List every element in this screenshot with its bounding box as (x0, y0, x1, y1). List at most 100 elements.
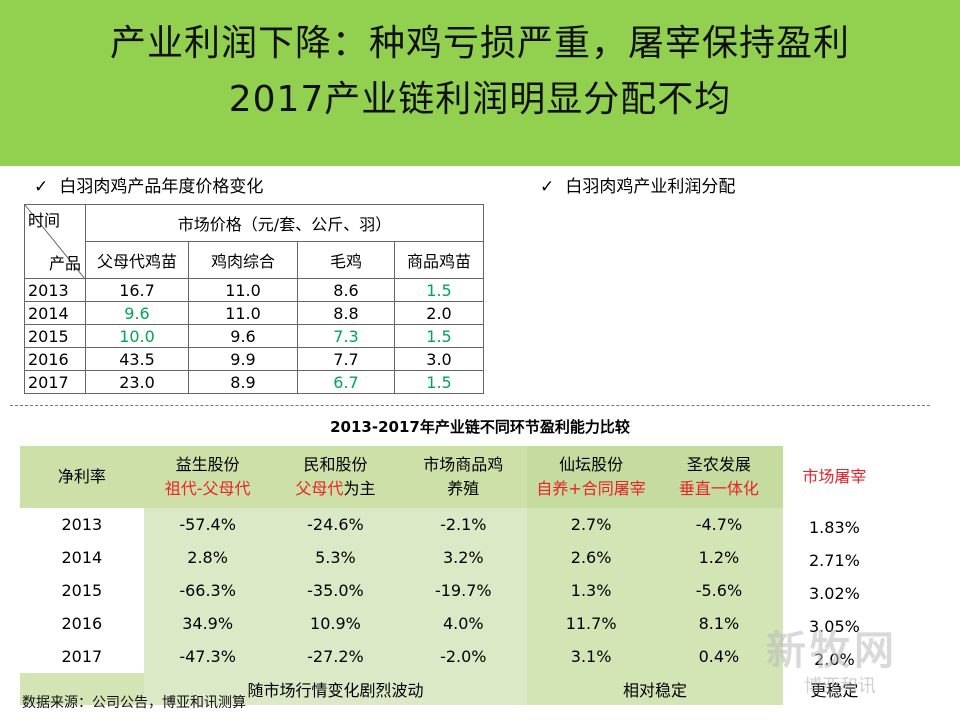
watermark-logo: 新牧网 博亚和讯 (760, 618, 940, 704)
margin-row: 2016 34.9% 10.9% 4.0% 11.7% 8.1% 3.05% (20, 607, 886, 640)
margin-cell: 2.7% (527, 508, 656, 541)
price-row: 2013 16.7 11.0 8.6 1.5 (24, 278, 484, 302)
margin-cell: 2.8% (143, 541, 272, 574)
watermark-sub: 博亚和讯 (804, 676, 876, 697)
price-cell: 43.5 (85, 347, 189, 371)
company-header: 市场商品鸡 养殖 (399, 446, 528, 508)
margin-cell: 1.2% (655, 541, 783, 574)
price-year: 2013 (24, 278, 86, 302)
company-name: 仙坛股份 (559, 455, 624, 474)
margin-cell: 0.4% (655, 640, 783, 673)
margin-row: 2017 -47.3% -27.2% -2.0% 3.1% 0.4% 2.0% (20, 640, 886, 673)
note-stable: 相对稳定 (527, 673, 783, 705)
note-empty (20, 673, 144, 705)
margin-cell: -57.4% (143, 508, 272, 541)
margin-cell: -66.3% (143, 574, 272, 607)
price-cell: 8.9 (188, 370, 298, 394)
price-cell: 7.3 (297, 324, 395, 348)
price-group-header: 市场价格（元/套、公斤、羽） (85, 204, 484, 242)
company-model: 父母代为主 (272, 477, 400, 501)
price-row: 2017 23.0 8.9 6.7 1.5 (24, 370, 484, 394)
price-col-header: 鸡肉综合 (188, 241, 298, 279)
slide-title-line1: 产业利润下降：种鸡亏损严重，屠宰保持盈利 (109, 23, 850, 64)
slide-title-line2: 2017产业链利润明显分配不均 (228, 79, 732, 120)
price-cell: 11.0 (188, 301, 298, 325)
check-icon: ✓ (34, 177, 49, 197)
note-more-stable: 更稳定 (782, 673, 886, 705)
price-table-corner: 时间 产品 (24, 204, 86, 279)
margin-cell: 8.1% (655, 607, 783, 640)
company-name: 圣农发展 (686, 455, 751, 474)
margin-cell: -5.6% (655, 574, 783, 607)
margin-cell: 3.05% (782, 607, 886, 640)
margin-cell: 2.6% (527, 541, 656, 574)
price-cell: 8.6 (297, 278, 395, 302)
note-volatile: 随市场行情变化剧烈波动 (143, 673, 528, 705)
price-col-header: 父母代鸡苗 (85, 241, 189, 279)
margin-cell: 3.2% (399, 541, 528, 574)
company-model: 祖代-父母代 (144, 477, 272, 501)
company-header: 益生股份祖代-父母代 (143, 446, 272, 508)
title-banner: 产业利润下降：种鸡亏损严重，屠宰保持盈利 2017产业链利润明显分配不均 (0, 0, 960, 166)
margin-cell: -27.2% (271, 640, 400, 673)
row-header-net-margin: 净利率 (20, 446, 144, 508)
margin-cell: 11.7% (527, 607, 656, 640)
price-cell: 2.0 (394, 301, 484, 325)
model-text: 养殖 (447, 479, 480, 498)
price-year: 2016 (24, 347, 86, 371)
company-header: 市场屠宰 (782, 446, 886, 508)
price-cell: 9.9 (188, 347, 298, 371)
margin-cell: 10.9% (271, 607, 400, 640)
price-year: 2015 (24, 324, 86, 348)
margin-cell: -2.1% (399, 508, 528, 541)
model-highlight: 市场屠宰 (802, 467, 867, 486)
margin-year: 2014 (20, 541, 144, 574)
margin-year: 2015 (20, 574, 144, 607)
price-cell: 6.7 (297, 370, 395, 394)
corner-product-label: 产品 (48, 254, 81, 273)
margin-year: 2017 (20, 640, 144, 673)
price-year: 2014 (24, 301, 86, 325)
company-model: 垂直一体化 (655, 477, 783, 501)
company-header: 圣农发展 垂直一体化 (655, 446, 783, 508)
diagonal-divider (25, 205, 85, 278)
margin-cell: -47.3% (143, 640, 272, 673)
price-cell: 16.7 (85, 278, 189, 302)
margin-row: 2015 -66.3% -35.0% -19.7% 1.3% -5.6% 3.02% (20, 574, 886, 607)
model-highlight: 自养+合同屠宰 (536, 479, 646, 498)
margin-cell: -19.7% (399, 574, 528, 607)
margin-cell: 1.83% (782, 508, 886, 541)
model-highlight: 父母代 (295, 479, 344, 498)
margin-row: 2014 2.8% 5.3% 3.2% 2.6% 1.2% 2.71% (20, 541, 886, 574)
margin-year: 2016 (20, 607, 144, 640)
margin-year: 2013 (20, 508, 144, 541)
price-cell: 11.0 (188, 278, 298, 302)
company-name: 益生股份 (175, 455, 240, 474)
right-section-label: 白羽肉鸡产业利润分配 (565, 177, 736, 197)
company-model: 自养+合同屠宰 (527, 477, 655, 501)
margin-cell: 1.3% (527, 574, 656, 607)
right-section-heading: ✓ 白羽肉鸡产业利润分配 (540, 172, 735, 197)
price-table: 时间 产品 市场价格（元/套、公斤、羽） 父母代鸡苗 鸡肉综合 毛鸡 商品鸡苗 … (24, 204, 484, 394)
company-header: 民和股份 父母代为主 (271, 446, 400, 508)
margin-cell: -4.7% (655, 508, 783, 541)
margin-cell: 5.3% (271, 541, 400, 574)
left-section-label: 白羽肉鸡产品年度价格变化 (59, 177, 264, 197)
comparison-title: 2013-2017年产业链不同环节盈利能力比较 (330, 418, 630, 436)
company-model: 市场屠宰 (783, 465, 886, 489)
company-name: 市场商品鸡 (423, 455, 504, 474)
price-cell: 7.7 (297, 347, 395, 371)
check-icon: ✓ (540, 177, 555, 197)
price-cell: 10.0 (85, 324, 189, 348)
price-cell: 1.5 (394, 278, 484, 302)
price-cell: 1.5 (394, 324, 484, 348)
margin-cell: 4.0% (399, 607, 528, 640)
price-cell: 23.0 (85, 370, 189, 394)
margin-cell: -24.6% (271, 508, 400, 541)
price-row: 2014 9.6 11.0 8.8 2.0 (24, 301, 484, 325)
margin-cell: 3.1% (527, 640, 656, 673)
price-row: 2016 43.5 9.9 7.7 3.0 (24, 347, 484, 371)
margin-cell: 3.02% (782, 574, 886, 607)
margin-cell: 2.71% (782, 541, 886, 574)
margin-cell: 2.0% (782, 640, 886, 673)
